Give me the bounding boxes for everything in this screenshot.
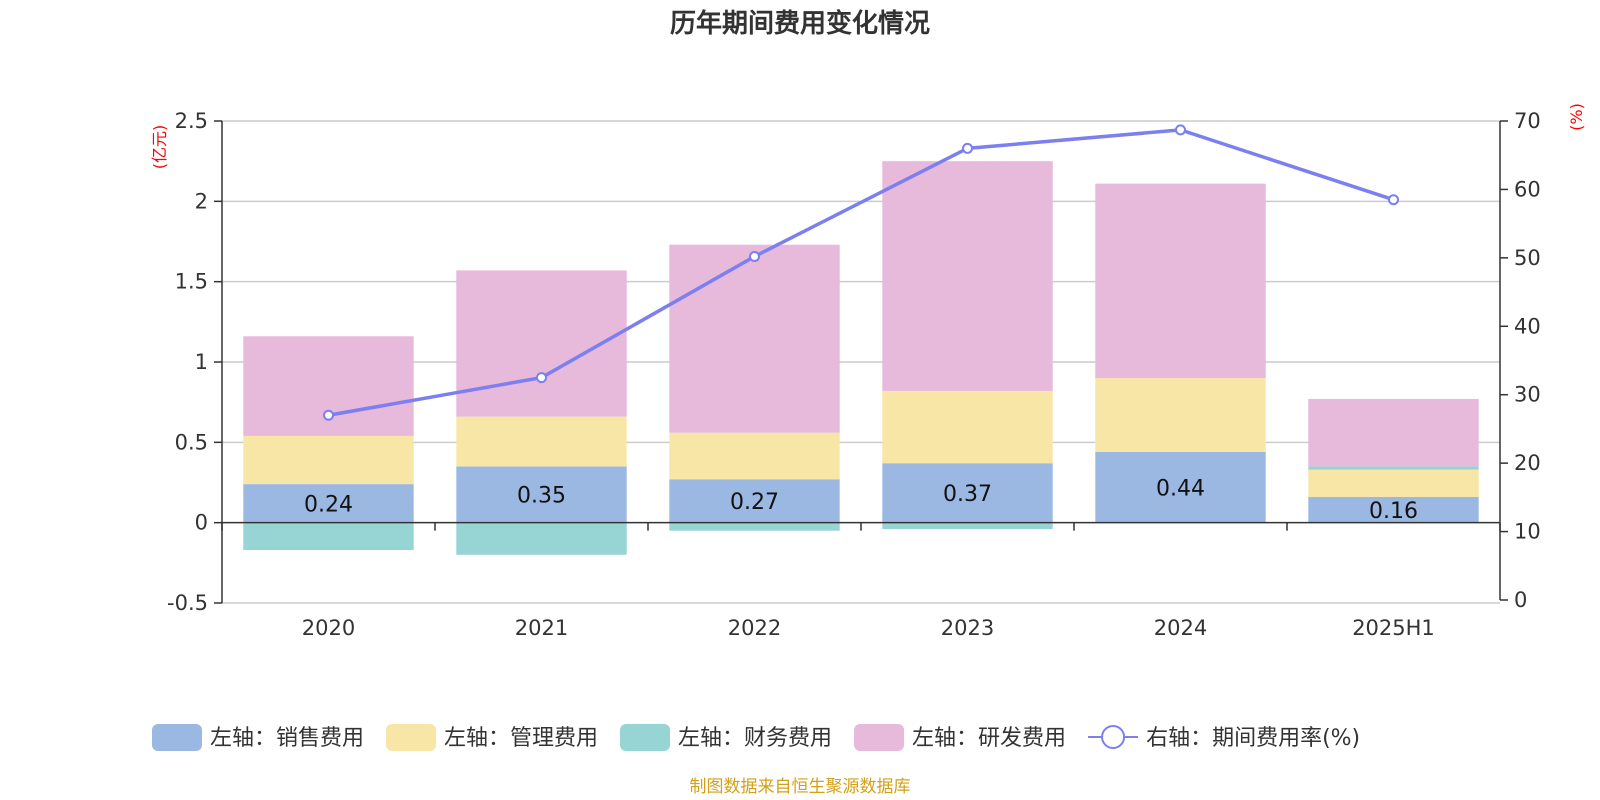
legend-label: 左轴：销售费用 xyxy=(210,726,364,751)
legend-swatch xyxy=(620,724,671,751)
right-tick-label: 40 xyxy=(1514,314,1541,338)
x-tick-label: 2020 xyxy=(302,616,355,640)
left-tick-label: 1 xyxy=(195,350,208,374)
left-axis-unit: (亿元) xyxy=(150,125,169,170)
bar-研发费用-2022 xyxy=(669,244,840,433)
bar-财务费用-2022 xyxy=(669,522,840,531)
bar-财务费用-2021 xyxy=(456,522,627,555)
right-axis-unit: (%) xyxy=(1567,103,1586,131)
right-tick-label: 70 xyxy=(1514,109,1541,133)
x-tick-label: 2025H1 xyxy=(1352,616,1435,640)
rate-point xyxy=(1388,194,1399,206)
bar-研发费用-2023 xyxy=(882,161,1053,391)
bar-销售费用-2023 xyxy=(882,463,1053,523)
bar-财务费用-2025H1 xyxy=(1308,466,1479,470)
left-tick-label: 2 xyxy=(195,189,208,213)
legend-label: 左轴：管理费用 xyxy=(444,726,598,751)
bar-研发费用-2020 xyxy=(243,336,414,436)
legend-swatch xyxy=(854,724,905,751)
left-tick-label: 2.5 xyxy=(175,109,208,133)
right-tick-label: 0 xyxy=(1514,588,1527,612)
legend-label: 左轴：财务费用 xyxy=(678,726,832,751)
bar-销售费用-2025H1 xyxy=(1308,496,1479,523)
bar-销售费用-2022 xyxy=(669,479,840,523)
rate-point xyxy=(536,372,547,384)
bar-销售费用-2020 xyxy=(243,484,414,523)
chart-title: 历年期间费用变化情况 xyxy=(670,8,930,39)
bar-管理费用-2024 xyxy=(1095,378,1266,452)
bar-研发费用-2025H1 xyxy=(1308,398,1479,467)
legend-circle-swatch xyxy=(1101,725,1126,749)
source-note: 制图数据来自恒生聚源数据库 xyxy=(690,777,911,797)
rate-point xyxy=(962,142,973,154)
bar-财务费用-2023 xyxy=(882,522,1053,530)
left-tick-label: 0 xyxy=(195,511,208,535)
bar-研发费用-2024 xyxy=(1095,183,1266,379)
rate-point xyxy=(323,409,334,421)
bar-财务费用-2020 xyxy=(243,522,414,550)
grid-lines xyxy=(222,120,1500,604)
right-tick-label: 30 xyxy=(1514,383,1541,407)
right-tick-label: 50 xyxy=(1514,246,1541,270)
x-tick-label: 2023 xyxy=(941,616,994,640)
rate-point xyxy=(1175,124,1186,136)
right-tick-label: 20 xyxy=(1514,451,1541,475)
x-tick-label: 2022 xyxy=(728,616,781,640)
axes-group: 2.5 2 1.5 1 0.5 0 -0.5 70 60 50 40 30 20 10 0 2020 2021 2… xyxy=(167,109,1541,640)
legend: 左轴：销售费用 左轴：管理费用 左轴：财务费用 左轴：研发费用 右轴：期间费用率(%) xyxy=(152,724,1360,751)
legend-label: 右轴：期间费用率(%) xyxy=(1146,726,1360,751)
bar-data-label: 0.27 xyxy=(730,490,779,515)
rate-line xyxy=(328,128,1395,417)
bar-data-label: 0.44 xyxy=(1156,476,1205,501)
bar-管理费用-2025H1 xyxy=(1308,469,1479,497)
bar-管理费用-2023 xyxy=(882,390,1053,464)
x-tick-label: 2024 xyxy=(1154,616,1207,640)
bar-销售费用-2021 xyxy=(456,466,627,523)
bar-销售费用-2024 xyxy=(1095,451,1266,523)
left-tick-label: 0.5 xyxy=(175,430,208,454)
left-tick-label: 1.5 xyxy=(175,270,208,294)
bar-data-label: 0.24 xyxy=(304,492,353,517)
legend-label: 左轴：研发费用 xyxy=(912,726,1066,751)
bar-data-label: 0.16 xyxy=(1369,499,1418,524)
left-tick-label: -0.5 xyxy=(167,591,208,615)
legend-swatch xyxy=(386,724,437,751)
bar-管理费用-2020 xyxy=(243,435,414,485)
rate-point xyxy=(749,250,760,262)
x-tick-label: 2021 xyxy=(515,616,568,640)
right-tick-label: 60 xyxy=(1514,177,1541,201)
bar-管理费用-2021 xyxy=(456,416,627,467)
bar-管理费用-2022 xyxy=(669,432,840,480)
rate-line-group xyxy=(323,124,1399,421)
bar-data-label: 0.37 xyxy=(943,482,992,507)
bar-data-label: 0.35 xyxy=(517,484,566,509)
bars-group: 0.24 0.35 0.27 0.37 0.44 0.16 xyxy=(243,161,1479,555)
legend-swatch xyxy=(152,724,202,751)
right-tick-label: 10 xyxy=(1514,520,1541,544)
